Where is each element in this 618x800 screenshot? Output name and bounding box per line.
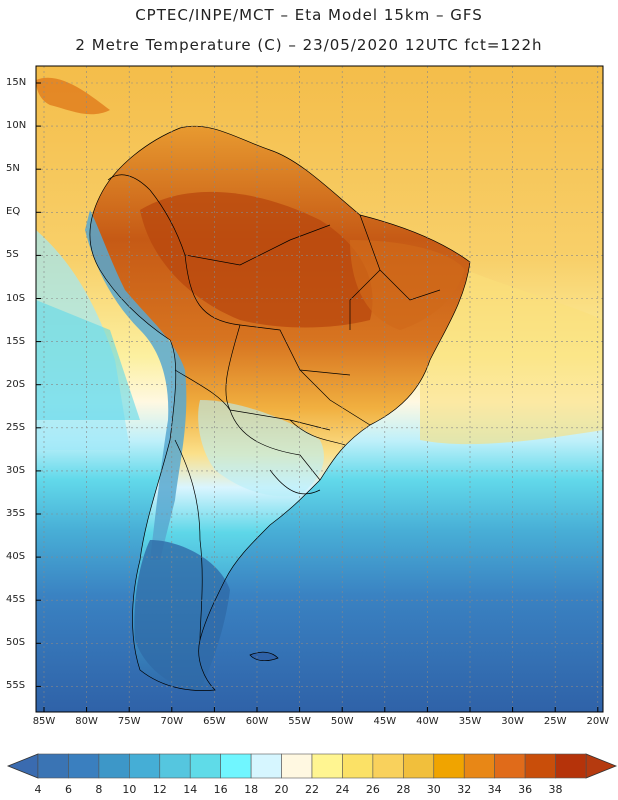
lon-label-85w: 85W	[32, 716, 56, 727]
colorbar-swatch	[342, 753, 374, 779]
lat-label-40s: 40S	[6, 551, 26, 563]
lat-label-eq: EQ	[6, 206, 21, 218]
lat-label-25s: 25S	[6, 421, 26, 433]
lon-label-20w: 20W	[586, 716, 610, 727]
colorbar-label: 22	[305, 783, 319, 796]
colorbar-label: 24	[335, 783, 350, 796]
lat-label-10s: 10S	[6, 292, 26, 304]
lat-label-20s: 20S	[6, 378, 26, 390]
colorbar-label: 6	[64, 783, 72, 796]
colorbar-label: 34	[487, 783, 502, 796]
colorbar-swatch	[189, 753, 221, 779]
colorbar-swatch	[220, 753, 252, 779]
lat-label-45s: 45S	[6, 594, 26, 606]
colorbar-label: 30	[426, 783, 441, 796]
colorbar-label: 16	[213, 783, 228, 796]
lon-label-30w: 30W	[501, 716, 524, 727]
lat-label-10n: 10N	[6, 120, 27, 132]
lon-label-80w: 80W	[75, 716, 98, 727]
lat-label-5n: 5N	[6, 163, 20, 175]
colorbar-swatch	[494, 753, 526, 779]
colorbar-swatch	[68, 753, 100, 779]
colorbar-swatch	[403, 753, 435, 779]
colorbar-swatch	[250, 753, 282, 779]
lon-label-50w: 50W	[330, 716, 354, 727]
colorbar-label: 26	[365, 783, 380, 796]
lon-label-70w: 70W	[160, 716, 184, 727]
lon-label-75w: 75W	[117, 716, 141, 727]
title-line-2: 2 Metre Temperature (C) – 23/05/2020 12U…	[75, 36, 543, 54]
lon-label-45w: 45W	[373, 716, 397, 727]
lat-label-15n: 15N	[6, 77, 27, 88]
colorbar	[6, 753, 618, 779]
colorbar-label: 10	[122, 783, 137, 796]
colorbar-label: 12	[152, 783, 167, 796]
colorbar-label: 20	[274, 783, 289, 796]
colorbar-swatch	[129, 753, 161, 779]
lat-label-50s: 50S	[6, 637, 26, 649]
colorbar-label: 28	[396, 783, 411, 796]
lat-label-5s: 5S	[6, 249, 19, 261]
colorbar-swatch	[281, 753, 313, 779]
colorbar-label: 38	[548, 783, 563, 796]
colorbar-label: 4	[34, 783, 42, 796]
colorbar-swatch	[372, 753, 404, 779]
plot-frame	[35, 65, 604, 713]
colorbar-label: 8	[95, 783, 103, 796]
colorbar-swatch	[37, 753, 69, 779]
colorbar-swatch	[159, 753, 191, 779]
lon-label-65w: 65W	[203, 716, 226, 727]
colorbar-label: 14	[183, 783, 198, 796]
temperature-field	[36, 66, 603, 712]
country-borders	[89, 125, 471, 691]
colorbar-swatch	[555, 753, 587, 779]
colorbar-swatch	[98, 753, 130, 779]
lon-label-55w: 55W	[288, 716, 311, 727]
colorbar-label: 36	[518, 783, 533, 796]
colorbar-low-arrow	[6, 753, 39, 779]
colorbar-high-arrow	[585, 753, 618, 779]
lat-label-15s: 15S	[6, 335, 26, 347]
colorbar-label: 32	[457, 783, 472, 796]
colorbar-swatch	[311, 753, 343, 779]
lat-label-55s: 55S	[6, 680, 26, 692]
lon-label-40w: 40W	[416, 716, 439, 727]
axis-ticks	[36, 82, 599, 712]
lon-label-25w: 25W	[543, 716, 567, 727]
colorbar-swatch	[433, 753, 465, 779]
title-line-1: CPTEC/INPE/MCT – Eta Model 15km – GFS	[135, 6, 483, 24]
colorbar-swatch	[524, 753, 556, 779]
lon-label-60w: 60W	[245, 716, 269, 727]
lon-label-35w: 35W	[458, 716, 482, 727]
colorbar-label: 18	[244, 783, 259, 796]
lat-label-35s: 35S	[6, 508, 26, 519]
lat-label-30s: 30S	[6, 464, 26, 476]
colorbar-swatch	[463, 753, 495, 779]
